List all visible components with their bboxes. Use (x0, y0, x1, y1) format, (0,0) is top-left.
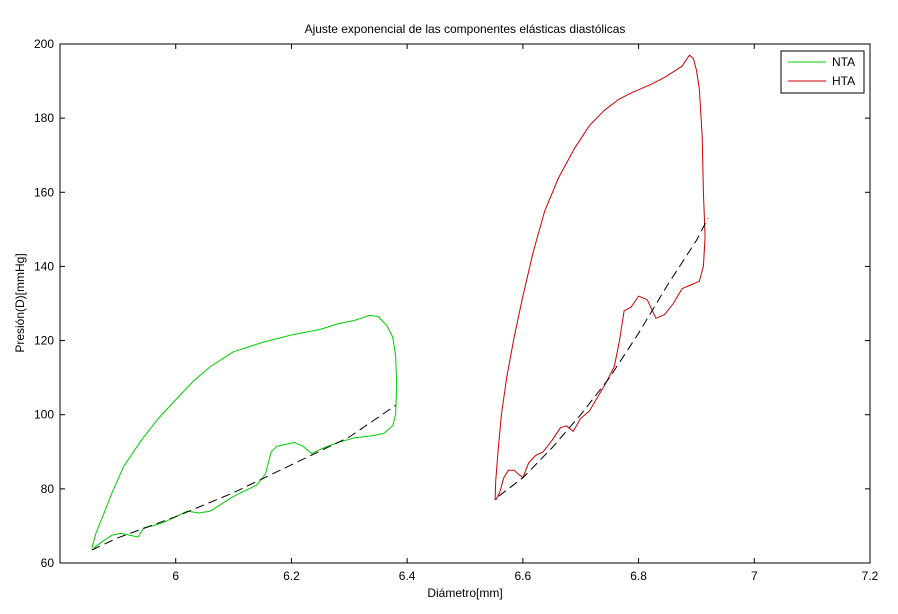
x-tick-label: 6.8 (630, 569, 647, 583)
x-tick-label: 6.6 (515, 569, 532, 583)
y-tick-label: 140 (34, 259, 54, 273)
series-line-hta (494, 54, 706, 501)
y-tick-label: 200 (34, 37, 54, 51)
y-tick-label: 180 (34, 111, 54, 125)
y-tick-label: 60 (41, 556, 55, 570)
y-axis-title: Presión(D)[mmHg] (13, 253, 27, 352)
x-axis-title: Diámetro[mm] (427, 586, 502, 600)
x-tick-label: 6.4 (399, 569, 416, 583)
legend-box (780, 50, 865, 94)
legend-label-nta: NTA (832, 55, 855, 69)
fit-line-2 (498, 217, 709, 497)
fit-layer (91, 217, 709, 551)
x-axis-ticks: 6 6.2 6.4 6.6 6.8 7 7.2 (172, 44, 879, 583)
y-tick-label: 120 (34, 334, 54, 348)
legend: NTA HTA (780, 50, 865, 94)
y-tick-label: 100 (34, 408, 54, 422)
plot-area (59, 43, 871, 564)
x-tick-label: 6.2 (283, 569, 300, 583)
legend-label-hta: HTA (832, 74, 855, 88)
x-tick-label: 6 (172, 569, 179, 583)
y-tick-label: 80 (41, 482, 55, 496)
y-axis-ticks: 60 80 100 120 140 160 180 200 (34, 37, 870, 570)
chart-title: Ajuste exponencial de las componentes el… (305, 22, 626, 36)
x-tick-label: 7 (751, 569, 758, 583)
y-tick-label: 160 (34, 185, 54, 199)
x-tick-label: 7.2 (862, 569, 879, 583)
fit-line-1 (91, 404, 396, 551)
